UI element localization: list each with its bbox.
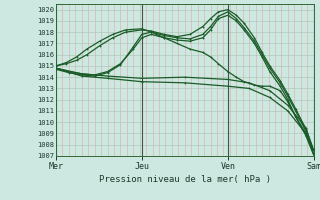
X-axis label: Pression niveau de la mer( hPa ): Pression niveau de la mer( hPa ) xyxy=(99,175,271,184)
